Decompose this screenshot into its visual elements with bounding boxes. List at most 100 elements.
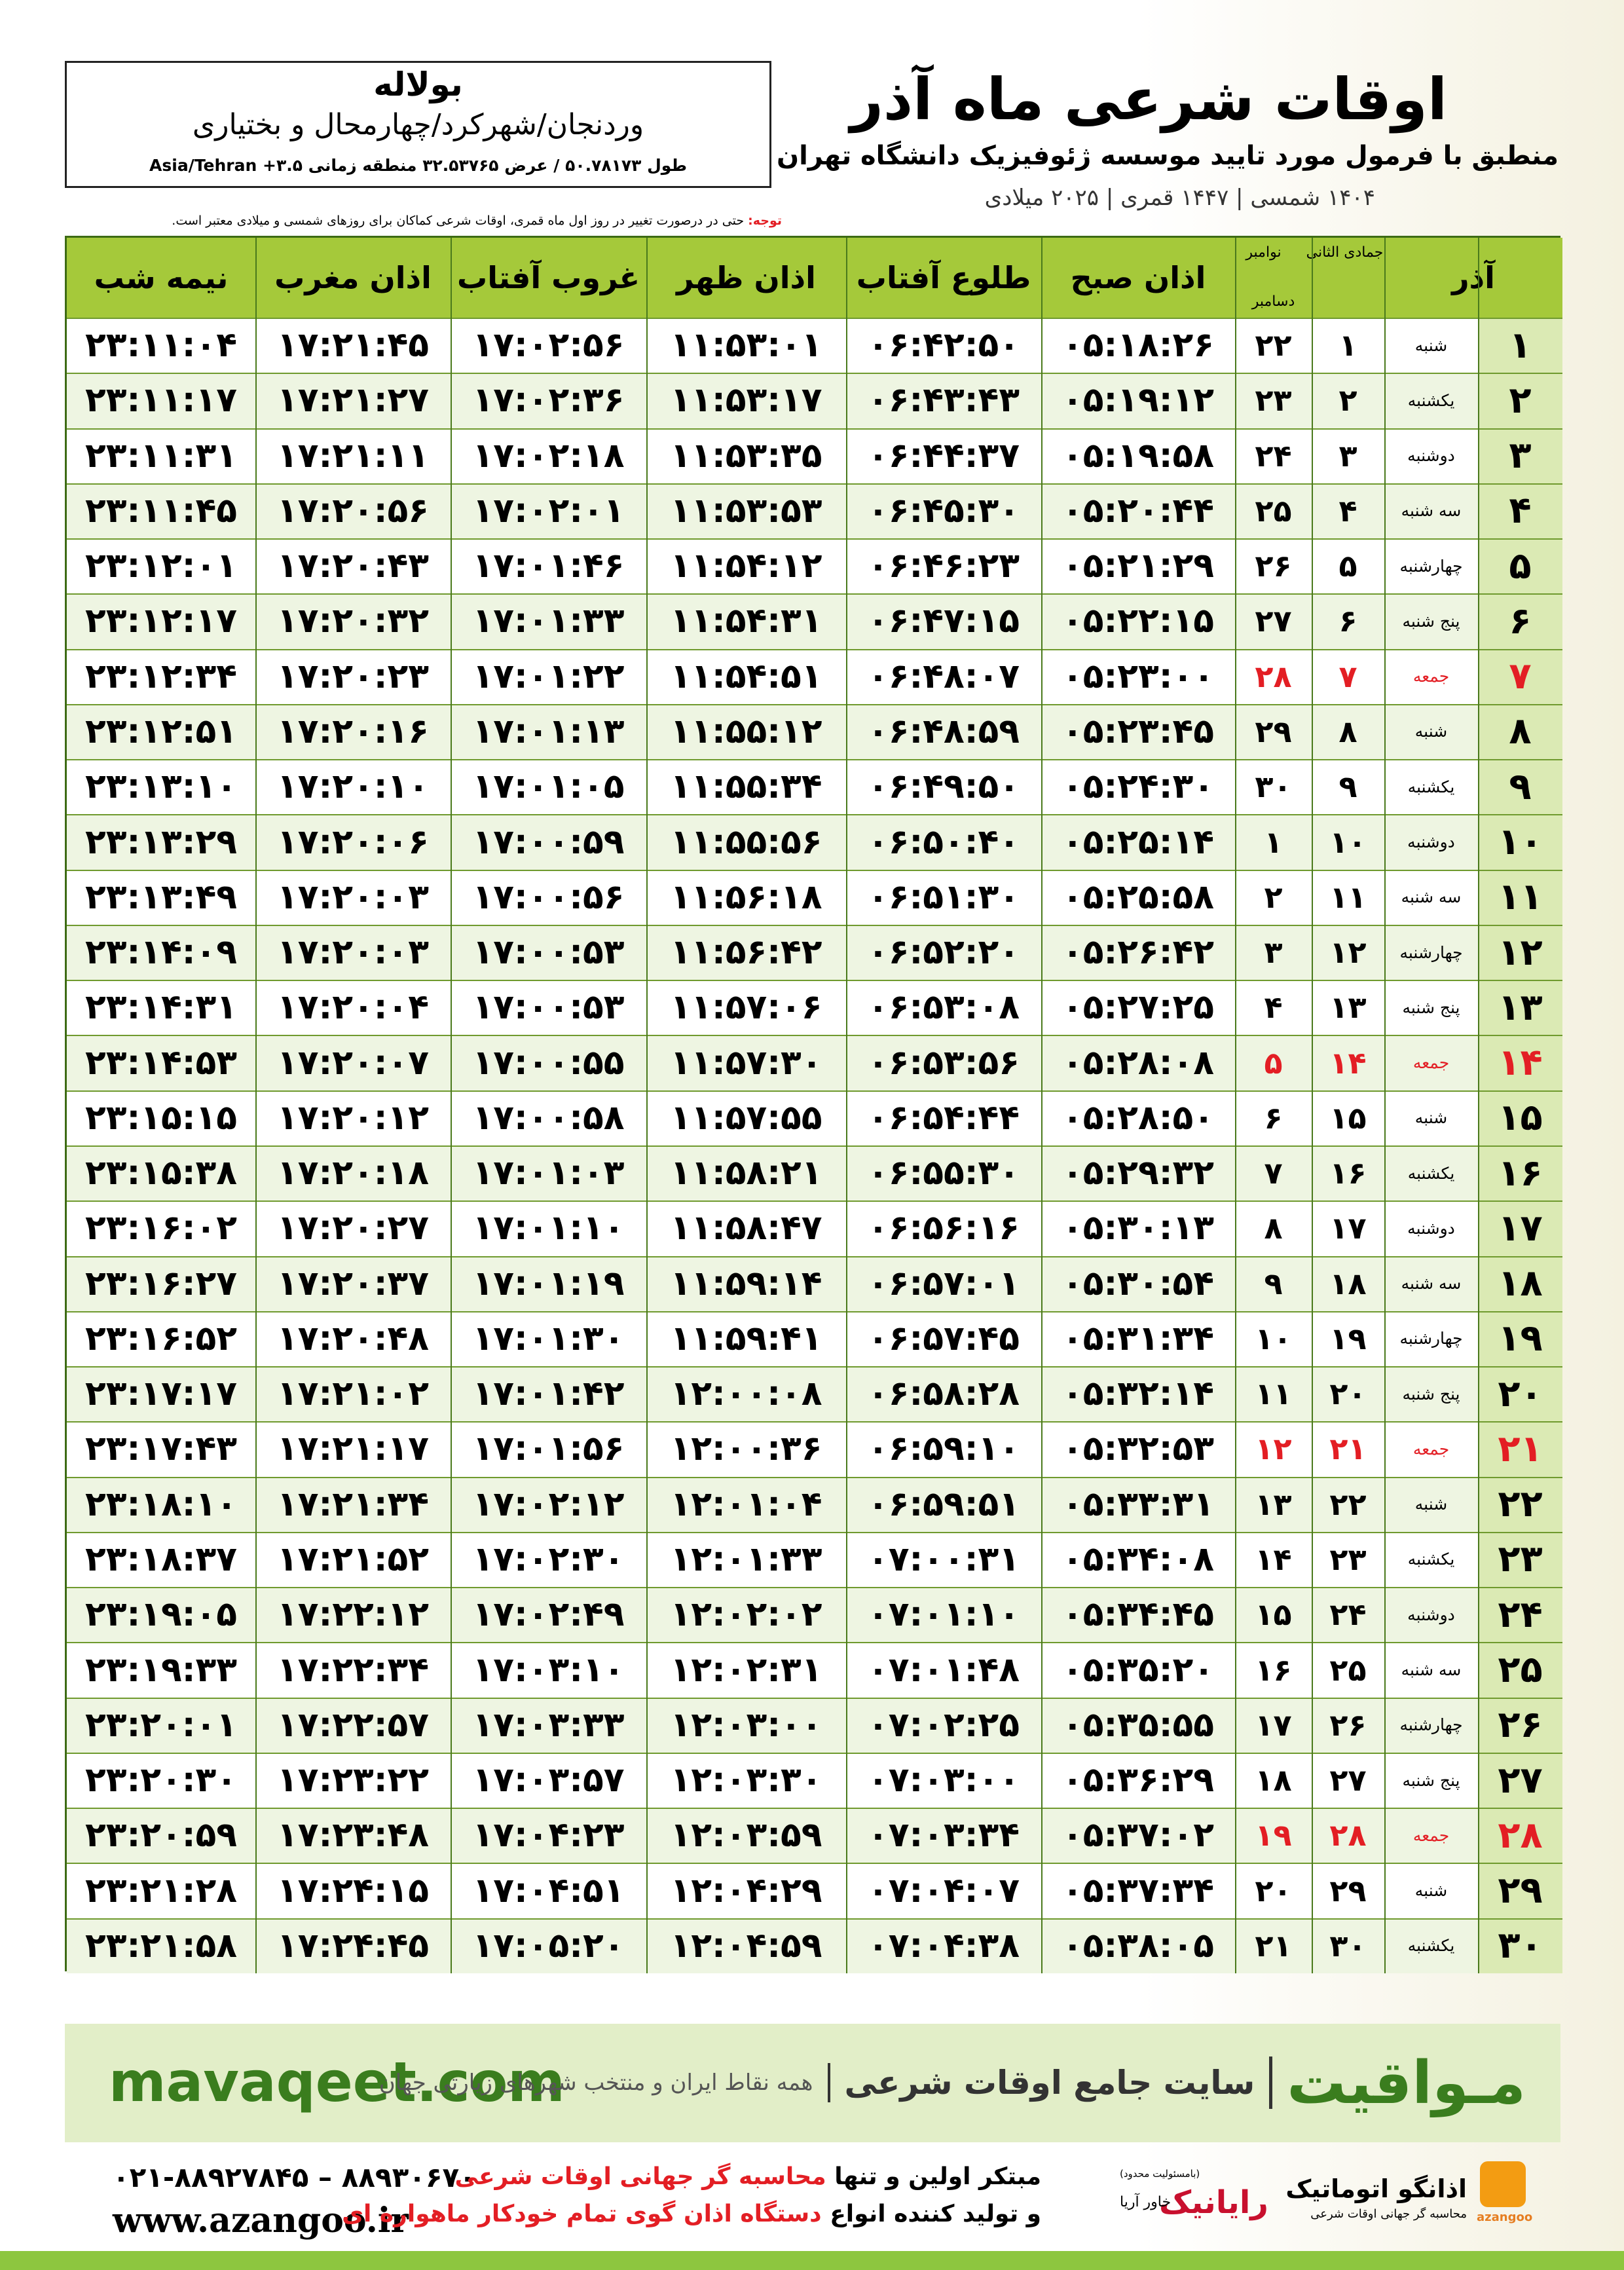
footer-text: و تولید کننده انواع <box>830 2201 1041 2227</box>
rayanik-sub: خاور آریا <box>1120 2194 1172 2210</box>
column-line <box>1235 238 1236 1973</box>
time-cell: ۰۷:۰۱:۱۰ <box>867 1595 1020 1635</box>
time-cell: ۰۵:۳۱:۳۴ <box>1061 1318 1215 1358</box>
time-cell: ۰۵:۲۲:۱۵ <box>1061 601 1215 641</box>
time-cell: ۰۵:۲۵:۱۴ <box>1061 822 1215 862</box>
time-cell: ۰۶:۵۸:۲۸ <box>867 1374 1020 1414</box>
time-cell: ۱۷:۲۱:۱۷ <box>276 1429 430 1469</box>
date-cell: ۱۹ <box>1255 1817 1292 1853</box>
time-cell: ۱۷:۲۳:۲۲ <box>276 1760 430 1800</box>
date-cell: ۲۰ <box>1329 1376 1367 1412</box>
day-cell-bg <box>1478 1587 1562 1643</box>
date-cell: ۱۸ <box>1255 1762 1292 1798</box>
date-cell: ۱۷ <box>1498 1206 1543 1250</box>
time-cell: ۱۷:۲۰:۱۶ <box>276 711 430 751</box>
table-row <box>67 1366 1562 1422</box>
time-cell: ۲۳:۱۸:۱۰ <box>84 1484 238 1524</box>
date-cell: سه شنبه <box>1401 1660 1462 1680</box>
date-cell: ۲۴ <box>1329 1597 1367 1633</box>
time-cell: ۰۵:۳۷:۳۴ <box>1061 1870 1215 1910</box>
time-cell: ۱۷:۰۱:۱۹ <box>472 1263 625 1303</box>
time-cell: ۰۶:۵۴:۴۴ <box>867 1098 1020 1138</box>
time-cell: ۱۷:۰۱:۴۶ <box>472 546 625 586</box>
time-cell: ۰۵:۲۷:۲۵ <box>1061 988 1215 1028</box>
time-cell: ۲۳:۱۴:۳۱ <box>84 988 238 1028</box>
time-cell: ۲۳:۱۱:۳۱ <box>84 436 238 475</box>
day-cell-bg <box>1478 1145 1562 1201</box>
note-label: توجه: <box>748 214 782 228</box>
table-row <box>67 1918 1562 1973</box>
time-cell: ۰۶:۴۳:۴۳ <box>867 381 1020 420</box>
separator <box>1269 2056 1273 2109</box>
date-cell: شنبه <box>1414 722 1448 741</box>
web: www.azangoo.ir <box>113 2201 409 2241</box>
table: آذر جمادی الثانی نوامبر دسامبر اذان صبح طلوع … <box>65 236 1562 1973</box>
time-cell: ۱۲:۰۳:۳۰ <box>670 1760 822 1800</box>
time-cell: ۲۳:۲۰:۰۱ <box>84 1705 238 1745</box>
time-cell: ۲۳:۱۵:۳۸ <box>84 1153 238 1193</box>
location-box <box>65 61 771 188</box>
time-cell: ۲۳:۲۱:۵۸ <box>84 1926 238 1965</box>
date-cell: ۱۶ <box>1255 1652 1292 1688</box>
time-cell: ۱۷:۲۰:۰۳ <box>276 877 430 917</box>
banner-brand-row: مـواقیت سایت جامع اوقات شرعی همه نقاط ای… <box>379 2037 1526 2129</box>
time-cell: ۰۵:۱۸:۲۶ <box>1061 326 1215 365</box>
azangoo-logo: اذانگو اتوماتیک <box>1285 2174 1467 2203</box>
date-cell: دوشنبه <box>1407 446 1455 466</box>
table-row <box>67 1035 1562 1090</box>
date-cell: پنج شنبه <box>1402 1384 1460 1404</box>
time-cell: ۱۷:۲۱:۳۴ <box>276 1484 430 1524</box>
time-cell: ۰۶:۵۲:۲۰ <box>867 933 1020 973</box>
time-cell: ۱۲:۰۳:۵۹ <box>670 1815 822 1855</box>
time-cell: ۱۷:۰۳:۱۰ <box>472 1650 625 1690</box>
time-cell: ۰۶:۵۵:۳۰ <box>867 1153 1020 1193</box>
time-cell: ۰۵:۳۲:۵۳ <box>1061 1429 1215 1469</box>
date-cell: ۱۴ <box>1498 1041 1543 1085</box>
date-cell: ۸ <box>1264 1210 1283 1246</box>
time-cell: ۰۶:۴۵:۳۰ <box>867 491 1020 530</box>
date-cell: ۲۰ <box>1255 1872 1292 1908</box>
day-cell-bg <box>1478 814 1562 870</box>
day-cell-bg <box>1478 924 1562 980</box>
day-cell-bg <box>1478 1918 1562 1973</box>
time-cell: ۱۷:۰۲:۳۶ <box>472 381 625 420</box>
date-cell: ۲۳ <box>1498 1538 1543 1581</box>
time-cell: ۲۳:۱۸:۳۷ <box>84 1539 238 1579</box>
date-cell: ۶ <box>1338 603 1357 639</box>
date-cell: یکشنبه <box>1407 1936 1455 1956</box>
time-cell: ۰۵:۳۳:۳۱ <box>1061 1484 1215 1524</box>
column-line <box>1312 238 1313 1973</box>
region: وردنجان/شهرکرد/چهارمحال و بختیاری <box>192 107 644 141</box>
time-cell: ۰۶:۵۰:۴۰ <box>867 822 1020 862</box>
date-cell: ۲ <box>1264 879 1283 915</box>
date-cell: دوشنبه <box>1407 1605 1455 1624</box>
time-cell: ۰۵:۱۹:۵۸ <box>1061 436 1215 475</box>
table-row <box>67 980 1562 1035</box>
time-cell: ۱۱:۵۵:۱۲ <box>670 711 822 751</box>
time-cell: ۰۶:۵۳:۵۶ <box>867 1043 1020 1083</box>
time-cell: ۱۷:۰۰:۵۳ <box>472 933 625 973</box>
time-cell: ۰۶:۴۶:۲۳ <box>867 546 1020 586</box>
table-row <box>67 1752 1562 1808</box>
time-cell: ۰۵:۲۸:۵۰ <box>1061 1098 1215 1138</box>
time-cell: ۲۳:۲۰:۳۰ <box>84 1760 238 1800</box>
date-cell: جمعه <box>1412 1053 1450 1073</box>
time-cell: ۱۱:۵۴:۳۱ <box>670 601 822 641</box>
table-row <box>67 648 1562 704</box>
footer-line-1: مبتکر اولین و تنها محاسبه گر جهانی اوقات… <box>455 2163 1041 2190</box>
time-cell: ۰۵:۳۴:۰۸ <box>1061 1539 1215 1579</box>
date-cell: ۱۶ <box>1329 1155 1367 1191</box>
time-cell: ۱۲:۰۴:۵۹ <box>670 1926 822 1965</box>
time-cell: ۱۷:۲۰:۱۲ <box>276 1098 430 1138</box>
time-cell: ۱۱:۵۳:۱۷ <box>670 381 822 420</box>
time-cell: ۰۵:۲۴:۳۰ <box>1061 767 1215 807</box>
time-cell: ۲۳:۱۳:۱۰ <box>84 767 238 807</box>
time-cell: ۱۷:۰۴:۵۱ <box>472 1870 625 1910</box>
date-cell: ۷ <box>1509 655 1532 698</box>
date-cell: ۱۲ <box>1255 1431 1292 1467</box>
time-cell: ۲۳:۱۹:۰۵ <box>84 1595 238 1635</box>
time-cell: ۲۳:۲۰:۵۹ <box>84 1815 238 1855</box>
time-cell: ۱۷:۲۰:۰۷ <box>276 1043 430 1083</box>
date-cell: ۳۰ <box>1498 1924 1543 1967</box>
day-cell-bg <box>1478 1697 1562 1753</box>
